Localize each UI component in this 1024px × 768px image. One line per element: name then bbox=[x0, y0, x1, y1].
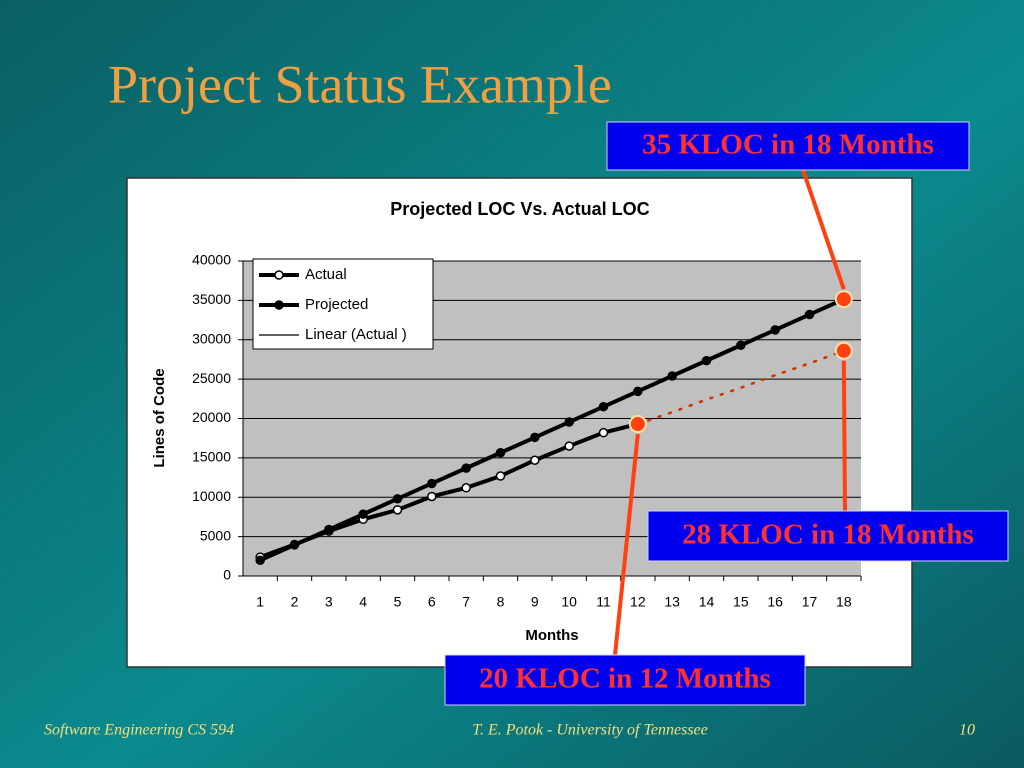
data-point bbox=[530, 432, 540, 443]
callout-text: 35 KLOC in 18 Months bbox=[642, 129, 934, 161]
data-point bbox=[289, 540, 300, 550]
x-tick-label: 16 bbox=[767, 594, 783, 610]
y-tick-label: 15000 bbox=[192, 449, 231, 465]
x-tick-label: 18 bbox=[836, 594, 852, 610]
data-point bbox=[358, 509, 368, 519]
x-tick-label: 12 bbox=[630, 594, 646, 610]
data-point bbox=[324, 524, 334, 535]
legend-label: Linear (Actual ) bbox=[305, 326, 407, 343]
y-tick-label: 35000 bbox=[192, 291, 231, 307]
data-point bbox=[427, 491, 437, 502]
highlight-point bbox=[628, 415, 647, 434]
y-tick-label: 0 bbox=[223, 567, 231, 583]
data-point bbox=[461, 483, 471, 493]
x-tick-label: 14 bbox=[699, 594, 715, 610]
data-point bbox=[461, 463, 471, 473]
x-axis-label: Months bbox=[525, 627, 578, 644]
data-point bbox=[495, 448, 506, 458]
slide-title: Project Status Example bbox=[108, 54, 612, 114]
data-point bbox=[427, 478, 437, 489]
page-number: 10 bbox=[959, 722, 975, 739]
legend-label: Projected bbox=[305, 296, 368, 313]
footer-center: T. E. Potok - University of Tennessee bbox=[472, 722, 708, 739]
legend-marker bbox=[274, 270, 284, 280]
x-tick-label: 6 bbox=[428, 594, 436, 610]
callout-box bbox=[444, 654, 806, 706]
callout-text: 20 KLOC in 12 Months bbox=[479, 663, 771, 695]
x-tick-label: 3 bbox=[325, 594, 333, 610]
data-point bbox=[736, 340, 746, 351]
data-point bbox=[255, 555, 265, 565]
legend-label: Actual bbox=[305, 266, 347, 283]
data-point bbox=[633, 386, 643, 397]
x-tick-label: 9 bbox=[531, 594, 539, 610]
data-point bbox=[598, 427, 609, 438]
data-point bbox=[564, 441, 574, 451]
highlight-point bbox=[834, 341, 853, 360]
y-tick-label: 5000 bbox=[200, 527, 231, 543]
x-tick-label: 5 bbox=[394, 594, 402, 610]
data-point bbox=[392, 494, 403, 504]
callout-text: 28 KLOC in 18 Months bbox=[682, 519, 974, 551]
x-tick-label: 8 bbox=[497, 594, 505, 610]
data-point bbox=[564, 417, 574, 427]
callout-arrow bbox=[613, 433, 640, 656]
series-line bbox=[258, 297, 846, 563]
y-tick-label: 40000 bbox=[192, 252, 231, 268]
x-tick-label: 15 bbox=[733, 594, 749, 610]
data-point bbox=[530, 455, 540, 465]
x-tick-label: 11 bbox=[596, 594, 611, 610]
x-tick-label: 10 bbox=[561, 594, 577, 610]
x-tick-label: 7 bbox=[462, 594, 470, 610]
x-tick-label: 17 bbox=[802, 594, 818, 610]
callout-arrow bbox=[801, 169, 846, 290]
y-axis-label: Lines of Code bbox=[151, 368, 168, 467]
data-point bbox=[495, 471, 506, 481]
x-tick-label: 2 bbox=[291, 594, 299, 610]
y-tick-label: 20000 bbox=[192, 409, 231, 425]
data-point bbox=[804, 309, 815, 320]
callout-arrow bbox=[841, 360, 847, 512]
y-tick-label: 25000 bbox=[192, 370, 231, 386]
y-tick-label: 30000 bbox=[192, 330, 231, 346]
data-point bbox=[701, 355, 712, 366]
data-point bbox=[598, 401, 609, 412]
highlight-point bbox=[834, 290, 853, 309]
data-point bbox=[667, 371, 677, 381]
callout-box bbox=[606, 121, 970, 171]
trend-line bbox=[636, 349, 846, 426]
x-tick-label: 13 bbox=[664, 594, 680, 610]
callout-box bbox=[647, 510, 1009, 562]
footer-left: Software Engineering CS 594 bbox=[44, 722, 234, 739]
x-tick-label: 1 bbox=[256, 594, 264, 610]
legend-marker bbox=[274, 300, 284, 310]
data-point bbox=[392, 505, 403, 515]
data-point bbox=[770, 325, 780, 335]
y-tick-label: 10000 bbox=[192, 488, 231, 504]
chart-title: Projected LOC Vs. Actual LOC bbox=[390, 199, 649, 219]
x-tick-label: 4 bbox=[359, 594, 367, 610]
